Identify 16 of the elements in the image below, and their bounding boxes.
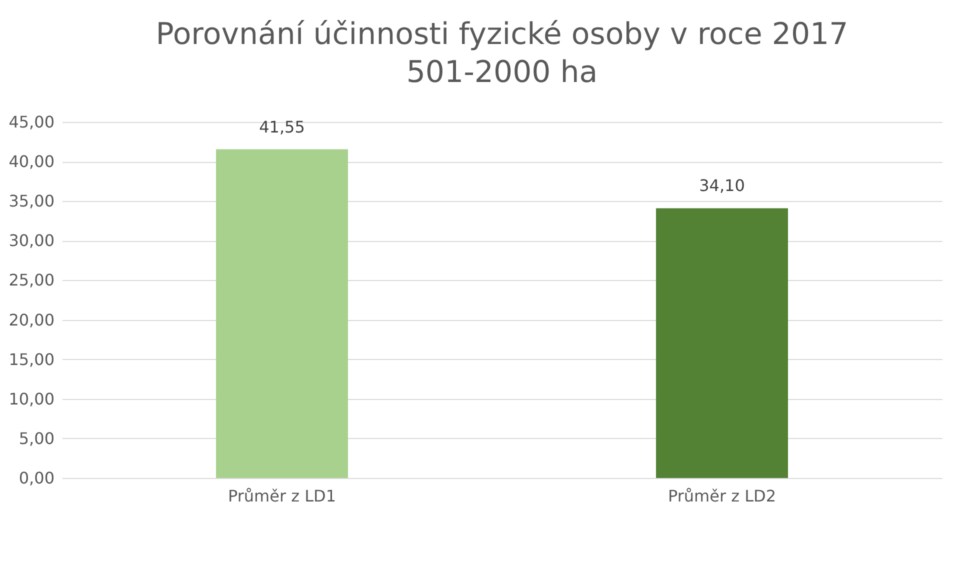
y-tick-label: 25,00 bbox=[8, 270, 54, 290]
y-tick-label: 0,00 bbox=[18, 468, 54, 488]
x-tick-label: Průměr z LD1 bbox=[228, 486, 336, 506]
x-tick-label: Průměr z LD2 bbox=[668, 486, 776, 506]
y-tick-label: 10,00 bbox=[8, 389, 54, 408]
y-tick-label: 5,00 bbox=[18, 428, 54, 448]
y-tick-label: 15,00 bbox=[8, 350, 54, 369]
y-tick-label: 40,00 bbox=[8, 152, 54, 172]
y-tick-label: 30,00 bbox=[8, 231, 54, 250]
data-label: 34,10 bbox=[699, 176, 745, 196]
y-tick-label: 35,00 bbox=[8, 192, 54, 211]
y-tick-label: 20,00 bbox=[8, 310, 54, 330]
chart-subtitle: 501-2000 ha bbox=[406, 55, 598, 90]
y-tick-label: 45,00 bbox=[8, 112, 54, 132]
data-label: 41,55 bbox=[259, 117, 305, 136]
chart-title: Porovnání účinnosti fyzické osoby v roce 2017 bbox=[156, 17, 848, 52]
